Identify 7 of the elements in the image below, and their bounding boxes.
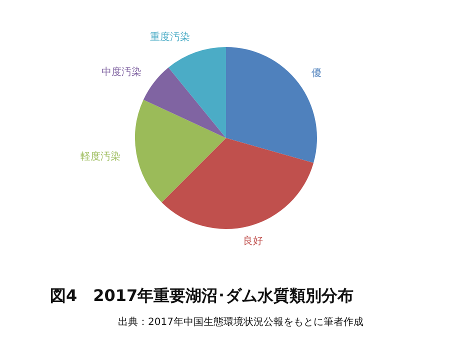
text: 図4 2017年重要湖沼･ダム水質類別分布 (50, 286, 354, 307)
slice-label: 重度汚染 (150, 30, 190, 43)
source-note: 出典：2017年中国生態環境状況公報をもとに筆者作成 (118, 316, 364, 329)
slice-label: 中度汚染 (101, 66, 142, 78)
slice-label: 優 (311, 68, 322, 80)
slice-label: 良好 (242, 235, 263, 248)
slice-label: 軽度汚染 (80, 150, 121, 162)
